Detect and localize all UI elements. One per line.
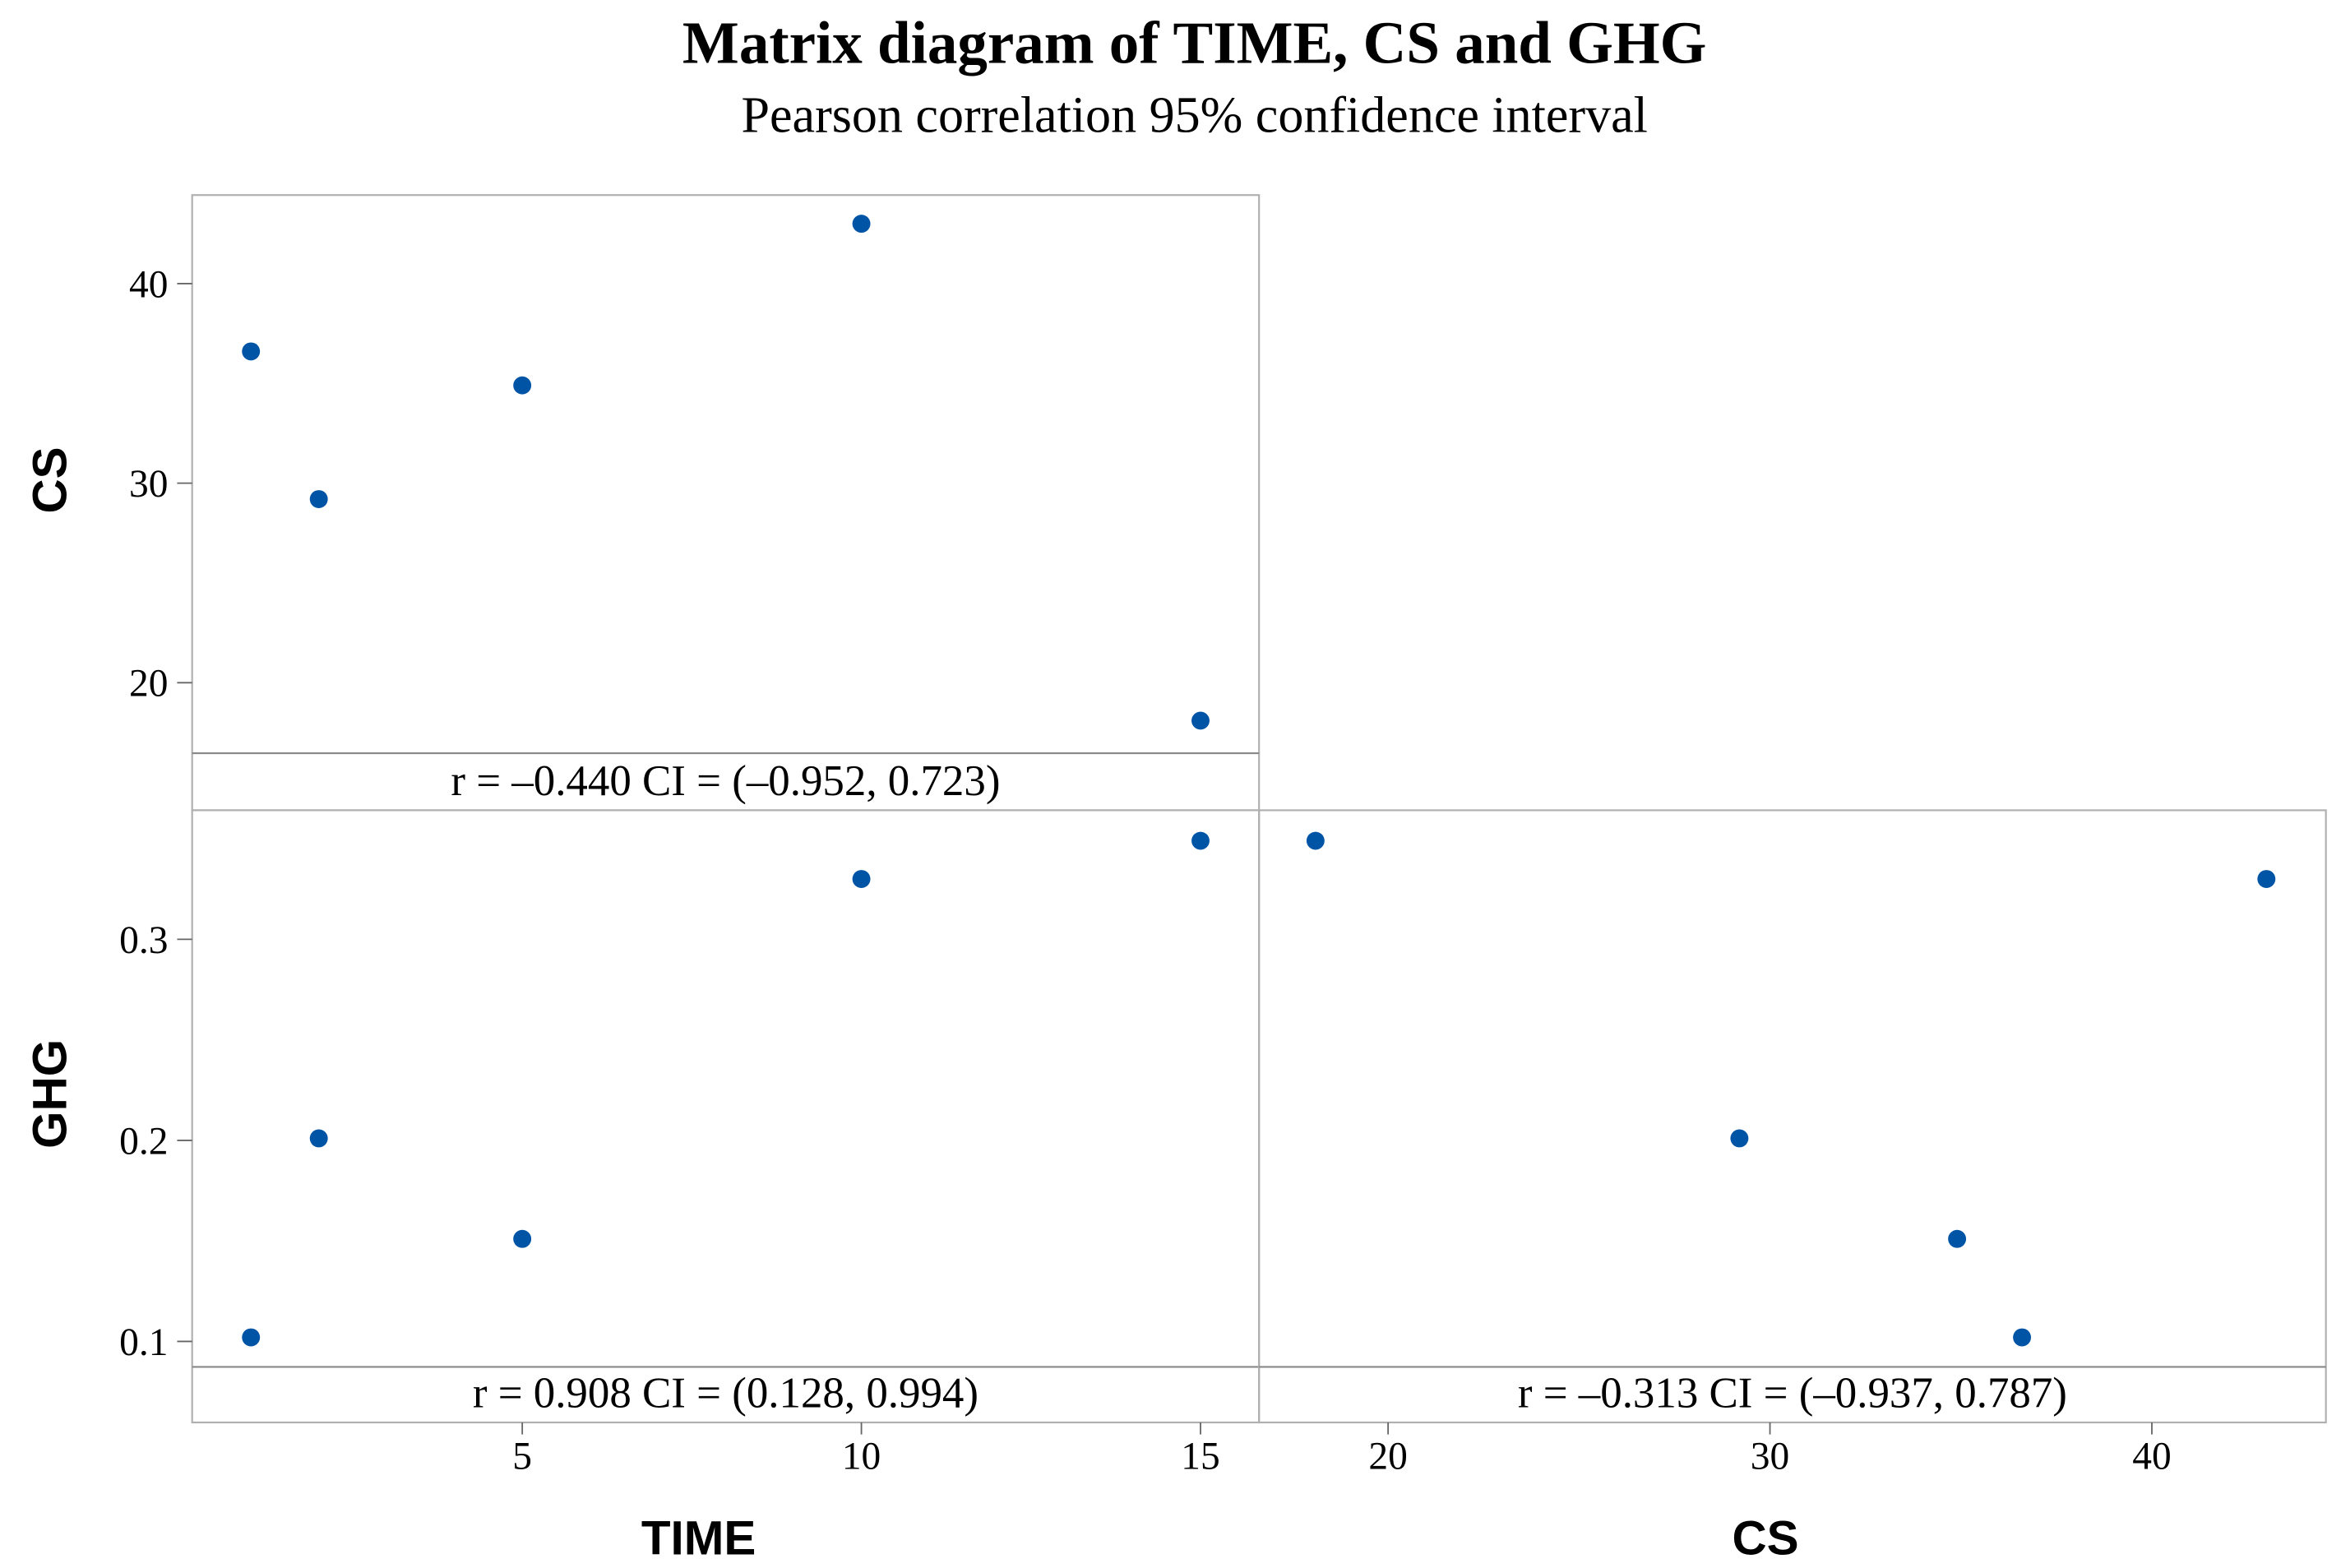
data-point — [2257, 870, 2276, 888]
data-point — [513, 376, 532, 395]
x-axis-label-time: TIME — [641, 1512, 756, 1566]
x-axis-label-cs: CS — [1733, 1512, 1799, 1566]
panel-frame-cs-ghg — [1258, 809, 2327, 1424]
data-point — [1191, 831, 1210, 850]
data-point — [852, 215, 871, 234]
data-point — [242, 1328, 261, 1347]
data-point — [242, 342, 261, 361]
correlation-annotation: r = –0.313 CI = (–0.937, 0.787) — [1518, 1370, 2067, 1418]
y-tick-label: 20 — [129, 663, 168, 705]
data-point — [1306, 831, 1325, 850]
chart-title: Matrix diagram of TIME, CS and GHG — [682, 10, 1707, 76]
x-tick-label: 10 — [842, 1436, 881, 1478]
correlation-annotation: r = –0.440 CI = (–0.952, 0.723) — [451, 757, 1000, 805]
data-point — [2013, 1328, 2032, 1347]
data-point — [1948, 1229, 1967, 1248]
x-tick-label: 5 — [512, 1436, 532, 1478]
y-tick-label: 40 — [129, 263, 168, 306]
y-axis-label-cs: CS — [23, 446, 76, 513]
x-tick-label: 15 — [1181, 1436, 1219, 1478]
y-tick-label: 0.3 — [119, 919, 168, 962]
y-tick-label: 0.1 — [119, 1321, 168, 1364]
data-point — [852, 870, 871, 888]
data-point — [513, 1229, 532, 1248]
correlation-annotation: r = 0.908 CI = (0.128, 0.994) — [473, 1370, 979, 1418]
data-point — [309, 1129, 328, 1148]
x-tick-label: 20 — [1368, 1436, 1407, 1478]
y-axis-label-ghg: GHG — [23, 1039, 76, 1149]
chart-subtitle: Pearson correlation 95% confidence inter… — [742, 88, 1648, 144]
data-point — [1191, 711, 1210, 730]
panel-frame-time-ghg — [191, 809, 1261, 1424]
data-point — [1730, 1129, 1749, 1148]
y-tick-label: 0.2 — [119, 1120, 168, 1163]
x-tick-label: 30 — [1751, 1436, 1789, 1478]
panel-frame-time-cs — [191, 194, 1261, 812]
x-tick-label: 40 — [2132, 1436, 2171, 1478]
y-tick-label: 30 — [129, 463, 168, 506]
data-point — [309, 490, 328, 508]
